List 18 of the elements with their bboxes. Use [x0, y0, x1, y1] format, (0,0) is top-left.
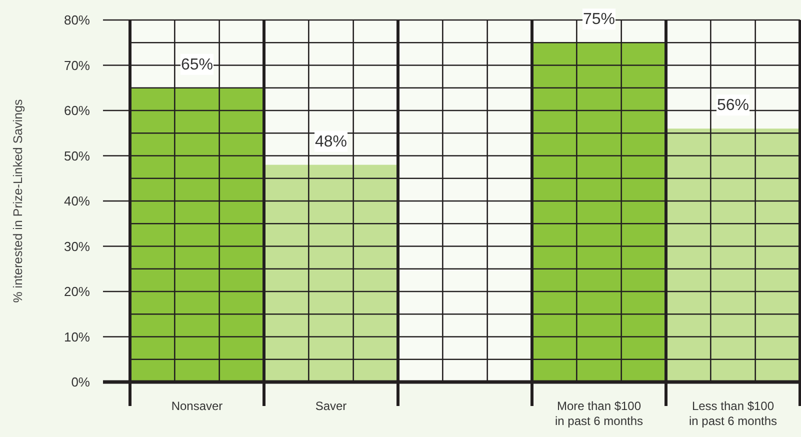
- y-tick-label: 70%: [64, 58, 90, 73]
- y-tick-label: 80%: [64, 12, 90, 28]
- x-tick-label: Saver: [315, 399, 347, 413]
- x-tick-label: Nonsaver: [171, 399, 223, 413]
- y-tick-label: 0%: [71, 374, 90, 390]
- data-label: 56%: [716, 97, 750, 114]
- x-tick-label: More than $100 in past 6 months: [554, 399, 644, 428]
- y-tick-label: 10%: [64, 329, 90, 344]
- data-label: 75%: [582, 11, 616, 28]
- data-label: 65%: [180, 56, 214, 74]
- y-axis-title: % interested in Prize-Linked Savings: [11, 99, 25, 303]
- y-tick-label: 20%: [64, 284, 90, 300]
- y-tick-label: 40%: [64, 194, 90, 209]
- data-label: 48%: [314, 133, 348, 150]
- y-tick-label: 50%: [64, 148, 90, 164]
- y-tick-label: 30%: [64, 238, 90, 254]
- x-tick-label: Less than $100 in past 6 months: [688, 399, 778, 428]
- y-tick-label: 60%: [64, 103, 90, 118]
